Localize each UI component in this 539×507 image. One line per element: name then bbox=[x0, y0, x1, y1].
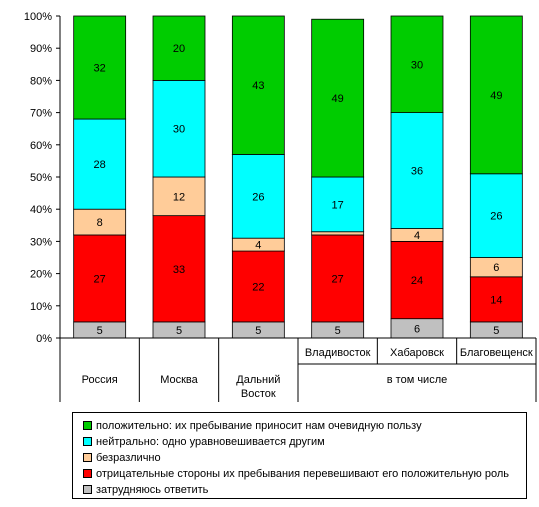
data-label: 8 bbox=[97, 217, 103, 229]
data-label: 49 bbox=[490, 90, 502, 102]
data-label: 5 bbox=[176, 325, 182, 337]
legend-swatch-negative bbox=[83, 468, 92, 478]
category-label: Хабаровск bbox=[390, 347, 444, 359]
legend-item-no-answer: затрудняюсь ответить bbox=[83, 483, 208, 497]
legend-item-negative: отрицательные стороны их пребывания пере… bbox=[83, 467, 509, 481]
data-label: 6 bbox=[414, 323, 420, 335]
data-label: 24 bbox=[411, 275, 423, 287]
bar-segment bbox=[469, 15, 523, 175]
data-label: 49 bbox=[332, 93, 344, 105]
legend-label-negative: отрицательные стороны их пребывания пере… bbox=[96, 468, 510, 480]
data-label: 17 bbox=[332, 199, 344, 211]
y-tick-label: 10% bbox=[30, 301, 52, 313]
legend-label-neutral: нейтрально: одно уравновешивается другим bbox=[96, 436, 325, 448]
bar-segment bbox=[73, 15, 127, 120]
bar-segment bbox=[73, 208, 127, 236]
data-label: 30 bbox=[411, 59, 423, 71]
legend-swatch-neutral bbox=[83, 436, 92, 446]
category-label: Восток bbox=[241, 388, 276, 400]
y-tick-label: 70% bbox=[30, 108, 52, 120]
data-label: 30 bbox=[173, 124, 185, 136]
legend: положительно: их пребывание приносит нам… bbox=[72, 412, 527, 499]
data-label: 33 bbox=[173, 264, 185, 276]
data-label: 5 bbox=[97, 325, 103, 337]
y-tick-label: 80% bbox=[30, 75, 52, 87]
category-label: Благовещенск bbox=[460, 347, 533, 359]
category-label: Россия bbox=[82, 374, 118, 386]
bar-segment bbox=[311, 234, 365, 323]
data-label: 22 bbox=[252, 281, 264, 293]
category-label: Дальний bbox=[236, 374, 280, 386]
legend-swatch-indifferent bbox=[83, 452, 92, 462]
bar-segment bbox=[469, 173, 523, 258]
data-label: 6 bbox=[493, 262, 499, 274]
bar-segment bbox=[390, 15, 444, 113]
data-label: 32 bbox=[94, 63, 106, 75]
data-label: 5 bbox=[255, 325, 261, 337]
data-label: 26 bbox=[490, 211, 502, 223]
bar-segment bbox=[231, 15, 285, 155]
data-label: 36 bbox=[411, 166, 423, 178]
data-label: 4 bbox=[255, 240, 261, 252]
y-axis: 0% 10% 20% 30% 40% 50% 60% 70% 80% 90% 100% bbox=[24, 11, 61, 345]
bar-segment bbox=[311, 18, 365, 178]
bar-segment bbox=[152, 176, 206, 217]
data-label: 27 bbox=[332, 273, 344, 285]
data-label: 14 bbox=[490, 294, 502, 306]
legend-label-positive: положительно: их пребывание приносит нам… bbox=[96, 420, 422, 432]
bar-segment bbox=[311, 231, 365, 236]
y-tick-label: 100% bbox=[24, 11, 52, 23]
y-tick-label: 0% bbox=[36, 333, 52, 345]
data-label: 12 bbox=[173, 191, 185, 203]
category-table: Россия Москва Дальний Восток Владивосток Хаба… bbox=[59, 337, 537, 402]
legend-label-no-answer: затрудняюсь ответить bbox=[96, 484, 209, 496]
y-tick-label: 50% bbox=[30, 172, 52, 184]
y-tick-label: 60% bbox=[30, 140, 52, 152]
legend-label-indifferent: безразлично bbox=[96, 452, 161, 464]
data-label: 4 bbox=[414, 230, 420, 242]
category-label: Москва bbox=[160, 374, 198, 386]
group-label: в том числе bbox=[387, 374, 447, 386]
bar-segment bbox=[231, 250, 285, 323]
bar-segment bbox=[152, 80, 206, 178]
data-label: 27 bbox=[94, 273, 106, 285]
y-tick-label: 30% bbox=[30, 236, 52, 248]
data-label: 5 bbox=[335, 325, 341, 337]
bars: 5 27 8 28 32 5 33 12 30 20 5 22 4 26 43 5 27 17 49 6 24 4 36 30… bbox=[73, 15, 523, 339]
legend-swatch-no-answer bbox=[83, 484, 92, 494]
legend-swatch-positive bbox=[83, 420, 92, 430]
legend-item-positive: положительно: их пребывание приносит нам… bbox=[83, 419, 422, 433]
bar-segment bbox=[152, 215, 206, 323]
data-label: 26 bbox=[252, 191, 264, 203]
y-tick-label: 90% bbox=[30, 43, 52, 55]
data-label: 5 bbox=[493, 325, 499, 337]
bar-segment bbox=[73, 118, 127, 210]
category-label: Владивосток bbox=[305, 347, 371, 359]
bar-segment bbox=[73, 234, 127, 323]
legend-item-neutral: нейтрально: одно уравновешивается другим bbox=[83, 435, 325, 449]
bar-segment bbox=[152, 15, 206, 81]
y-tick-label: 20% bbox=[30, 269, 52, 281]
data-label: 28 bbox=[94, 159, 106, 171]
bar-segment bbox=[231, 154, 285, 239]
y-tick-label: 40% bbox=[30, 204, 52, 216]
legend-item-indifferent: безразлично bbox=[83, 451, 161, 465]
data-label: 20 bbox=[173, 43, 185, 55]
data-label: 43 bbox=[252, 80, 264, 92]
